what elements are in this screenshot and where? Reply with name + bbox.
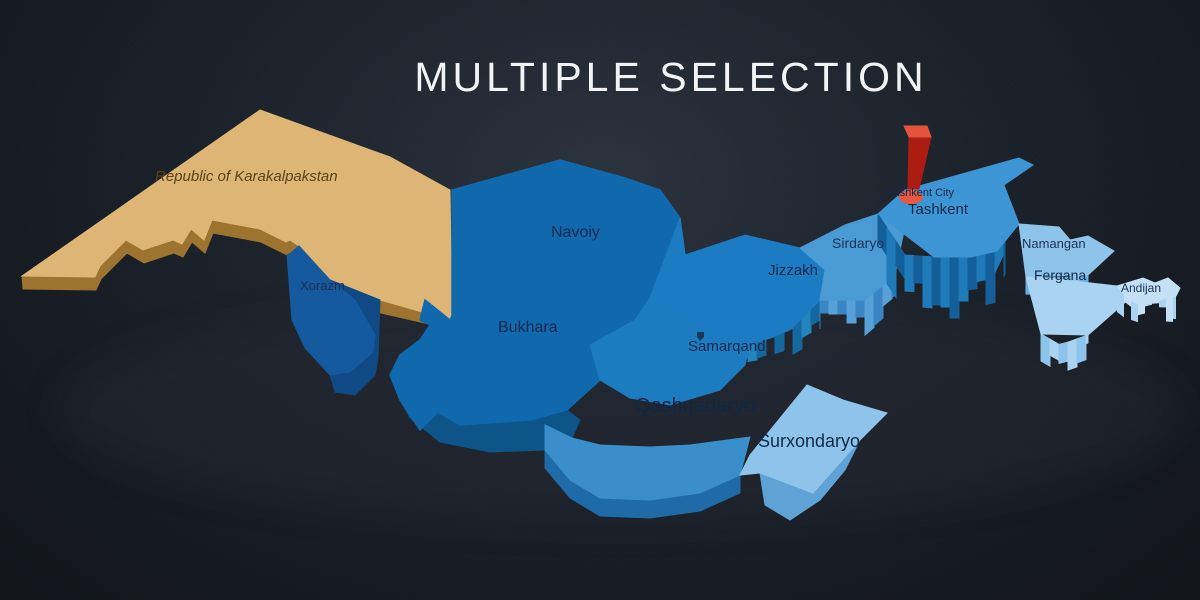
svg-text:Navoiy: Navoiy bbox=[551, 224, 600, 241]
svg-text:Bukhara: Bukhara bbox=[498, 319, 558, 336]
svg-text:Tashkent: Tashkent bbox=[908, 201, 969, 218]
svg-text:Samarqand: Samarqand bbox=[688, 338, 766, 355]
svg-text:Andijan: Andijan bbox=[1121, 281, 1161, 295]
svg-text:Xorazm: Xorazm bbox=[300, 278, 345, 293]
svg-text:Qashqadaryo: Qashqadaryo bbox=[635, 395, 755, 417]
svg-text:Surxondaryo: Surxondaryo bbox=[758, 431, 860, 451]
svg-text:Republic of Karakalpakstan: Republic of Karakalpakstan bbox=[155, 168, 338, 185]
svg-text:Fergana: Fergana bbox=[1034, 267, 1086, 283]
svg-text:Tashkent City: Tashkent City bbox=[888, 187, 955, 199]
svg-text:Jizzakh: Jizzakh bbox=[768, 262, 818, 279]
svg-text:Namangan: Namangan bbox=[1022, 236, 1086, 251]
svg-text:Sirdaryo: Sirdaryo bbox=[832, 235, 884, 251]
